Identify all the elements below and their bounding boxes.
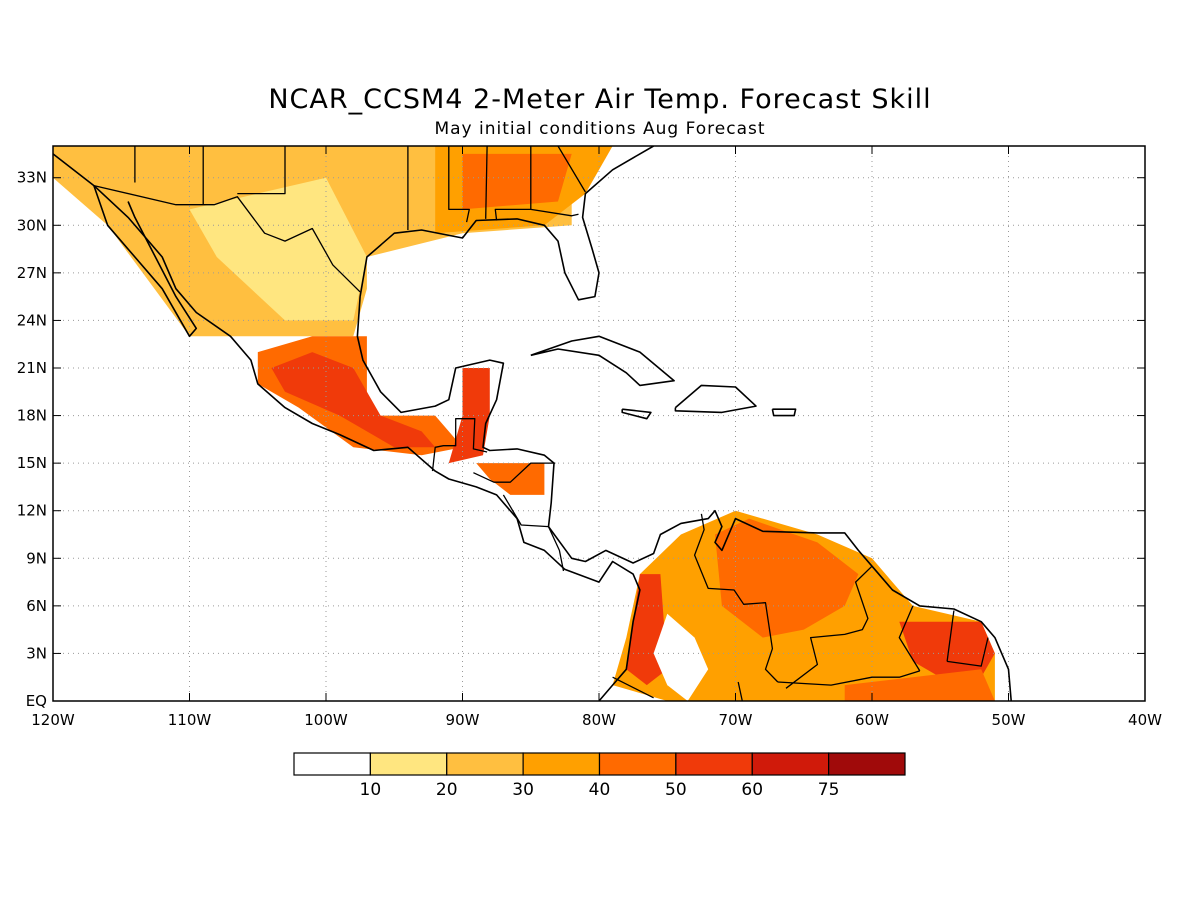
colorbar-label: 50 — [665, 780, 687, 800]
border-guyana-suriname — [898, 605, 921, 672]
border-colombia-ecuador — [612, 676, 654, 699]
skill-region-colombia-interior — [653, 613, 709, 701]
x-tick-label: 90W — [446, 711, 480, 729]
y-tick-label: 15N — [17, 454, 47, 472]
y-tick-label: 3N — [26, 644, 47, 662]
colorbar-label: 40 — [589, 780, 611, 800]
border-us-states-9 — [557, 146, 586, 193]
x-tick-label: 100W — [304, 711, 348, 729]
map-title: NCAR_CCSM4 2-Meter Air Temp. Forecast Sk… — [268, 84, 932, 115]
x-tick-label: 120W — [31, 711, 75, 729]
border-venezuela-guyana — [785, 565, 873, 689]
border-us-states-5 — [448, 146, 470, 223]
skill-region-venezuela — [715, 518, 859, 638]
coastline-baja-california — [93, 185, 198, 338]
y-tick-label: 24N — [17, 311, 47, 329]
y-tick-label: 30N — [17, 216, 47, 234]
colorbar-label: 60 — [741, 780, 763, 800]
border-us-states-6 — [485, 146, 488, 219]
y-tick-label: 12N — [17, 502, 47, 520]
coastline-puerto-rico — [771, 408, 797, 417]
coastline-mexico-gulf — [356, 296, 1012, 701]
border-central-america — [502, 494, 565, 572]
skill-region-brazil-north — [844, 669, 995, 701]
colorbar-swatch — [751, 752, 830, 776]
border-colombia-brazil — [737, 681, 743, 701]
political-borders-layer — [93, 146, 989, 701]
border-us-mexico — [93, 184, 361, 293]
skill-region-mexico-north — [189, 177, 367, 321]
border-colombia-venezuela — [693, 513, 779, 683]
y-tick-label: 33N — [17, 169, 47, 187]
colorbar-swatch — [675, 752, 753, 776]
skill-region-guianas — [899, 621, 995, 678]
colorbar-swatch — [369, 752, 448, 776]
x-tick-label: 60W — [855, 711, 889, 729]
colorbar-swatch — [598, 752, 677, 776]
x-tick-label: 110W — [168, 711, 212, 729]
coastline-hispaniola — [674, 384, 757, 414]
border-suriname-guiana — [946, 610, 955, 662]
skill-region-mexico-south-core — [271, 352, 436, 448]
colorbar-swatch — [293, 752, 371, 776]
border-us-states-8 — [530, 208, 579, 217]
colorbar-swatch — [828, 752, 906, 776]
skill-region-southeast-us-core — [462, 153, 572, 210]
coastline-layer — [53, 146, 1012, 701]
coastline-gulf-coast — [359, 146, 654, 301]
y-tick-label: EQ — [26, 692, 47, 710]
y-tick-label: 27N — [17, 264, 47, 282]
coastline-jamaica — [621, 408, 652, 420]
y-tick-label: 6N — [26, 597, 47, 615]
x-tick-label: 80W — [582, 711, 616, 729]
colorbar-label: 30 — [512, 780, 534, 800]
colorbar-swatch — [446, 752, 524, 776]
x-tick-label: 40W — [1128, 711, 1162, 729]
y-tick-label: 18N — [17, 407, 47, 425]
x-axis-ticks: 120W 110W 100W 90W 80W 70W 60W 50W 40W — [31, 146, 1162, 729]
skill-region-honduras — [476, 463, 545, 495]
x-tick-label: 70W — [719, 711, 753, 729]
x-tick-label: 50W — [992, 711, 1026, 729]
border-brazil-north — [947, 637, 989, 667]
colorbar: 10 20 30 40 50 60 75 — [293, 752, 906, 800]
map-subtitle: May initial conditions Aug Forecast — [434, 119, 766, 139]
colorbar-label: 20 — [436, 780, 458, 800]
border-us-states-3 — [237, 146, 286, 195]
colorbar-label: 10 — [360, 780, 382, 800]
border-honduras-border — [473, 462, 556, 483]
y-tick-label: 21N — [17, 359, 47, 377]
coastline-gulf-mexico-coast — [53, 153, 641, 701]
y-tick-label: 9N — [26, 549, 47, 567]
border-brazil-venezuela — [777, 670, 920, 686]
colorbar-label: 75 — [818, 780, 840, 800]
y-axis-ticks: EQ 3N 6N 9N 12N 15N 18N 21N 24N 27N 30N 33N — [17, 169, 1145, 710]
border-guatemala — [431, 418, 488, 472]
skill-region-yucatan — [448, 368, 490, 464]
border-us-states-7 — [494, 146, 532, 221]
colorbar-swatch — [522, 752, 601, 776]
coastline-cuba — [530, 335, 675, 387]
